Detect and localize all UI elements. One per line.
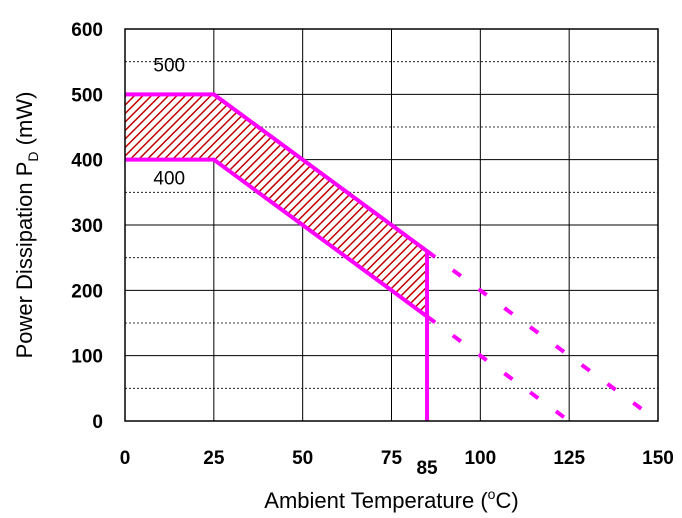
x-axis-label: Ambient Temperature (oC) — [264, 486, 518, 513]
y-tick-label: 300 — [71, 216, 103, 237]
series-line-500 — [125, 92, 430, 421]
y-tick-label: 400 — [71, 151, 103, 172]
y-axis-label-subscript: D — [25, 151, 41, 161]
x-tick-label: 100 — [464, 448, 496, 469]
y-tick-label: 0 — [92, 412, 103, 433]
x-axis-label-degree: o — [488, 486, 496, 502]
curve-label: 400 — [153, 168, 185, 189]
x-tick-label-85: 85 — [416, 458, 438, 479]
y-tick-label: 600 — [71, 20, 103, 41]
x-tick-label: 125 — [553, 448, 585, 469]
x-tick-label: 0 — [120, 448, 131, 469]
y-tick-label: 200 — [71, 281, 103, 302]
series-line-extension-3 — [425, 314, 571, 423]
x-axis-label-main: Ambient Temperature ( — [264, 488, 488, 513]
series-lines — [125, 92, 660, 423]
x-tick-label: 75 — [381, 448, 403, 469]
plot-frame — [124, 28, 659, 422]
y-tick-label: 100 — [71, 347, 103, 368]
y-axis-label-unit: (mW) — [12, 92, 37, 152]
series-line-extension-2 — [425, 249, 660, 423]
x-tick-label: 50 — [292, 448, 313, 469]
x-axis-label-unit: C) — [495, 488, 518, 513]
y-tick-label: 500 — [71, 85, 103, 106]
curve-label: 500 — [153, 55, 185, 76]
annotations: 500 400 — [153, 55, 185, 189]
y-axis-label: Power Dissipation PD (mW) — [12, 92, 41, 359]
series-line-400 — [125, 157, 429, 319]
y-axis-label-main: Power Dissipation P — [12, 162, 37, 359]
y-axis-ticks: 0 100 200 300 400 500 600 — [71, 20, 103, 433]
x-tick-label: 25 — [203, 448, 225, 469]
x-tick-label: 150 — [642, 448, 674, 469]
x-axis-ticks: 0 25 50 75 100 125 150 85 — [120, 448, 674, 479]
